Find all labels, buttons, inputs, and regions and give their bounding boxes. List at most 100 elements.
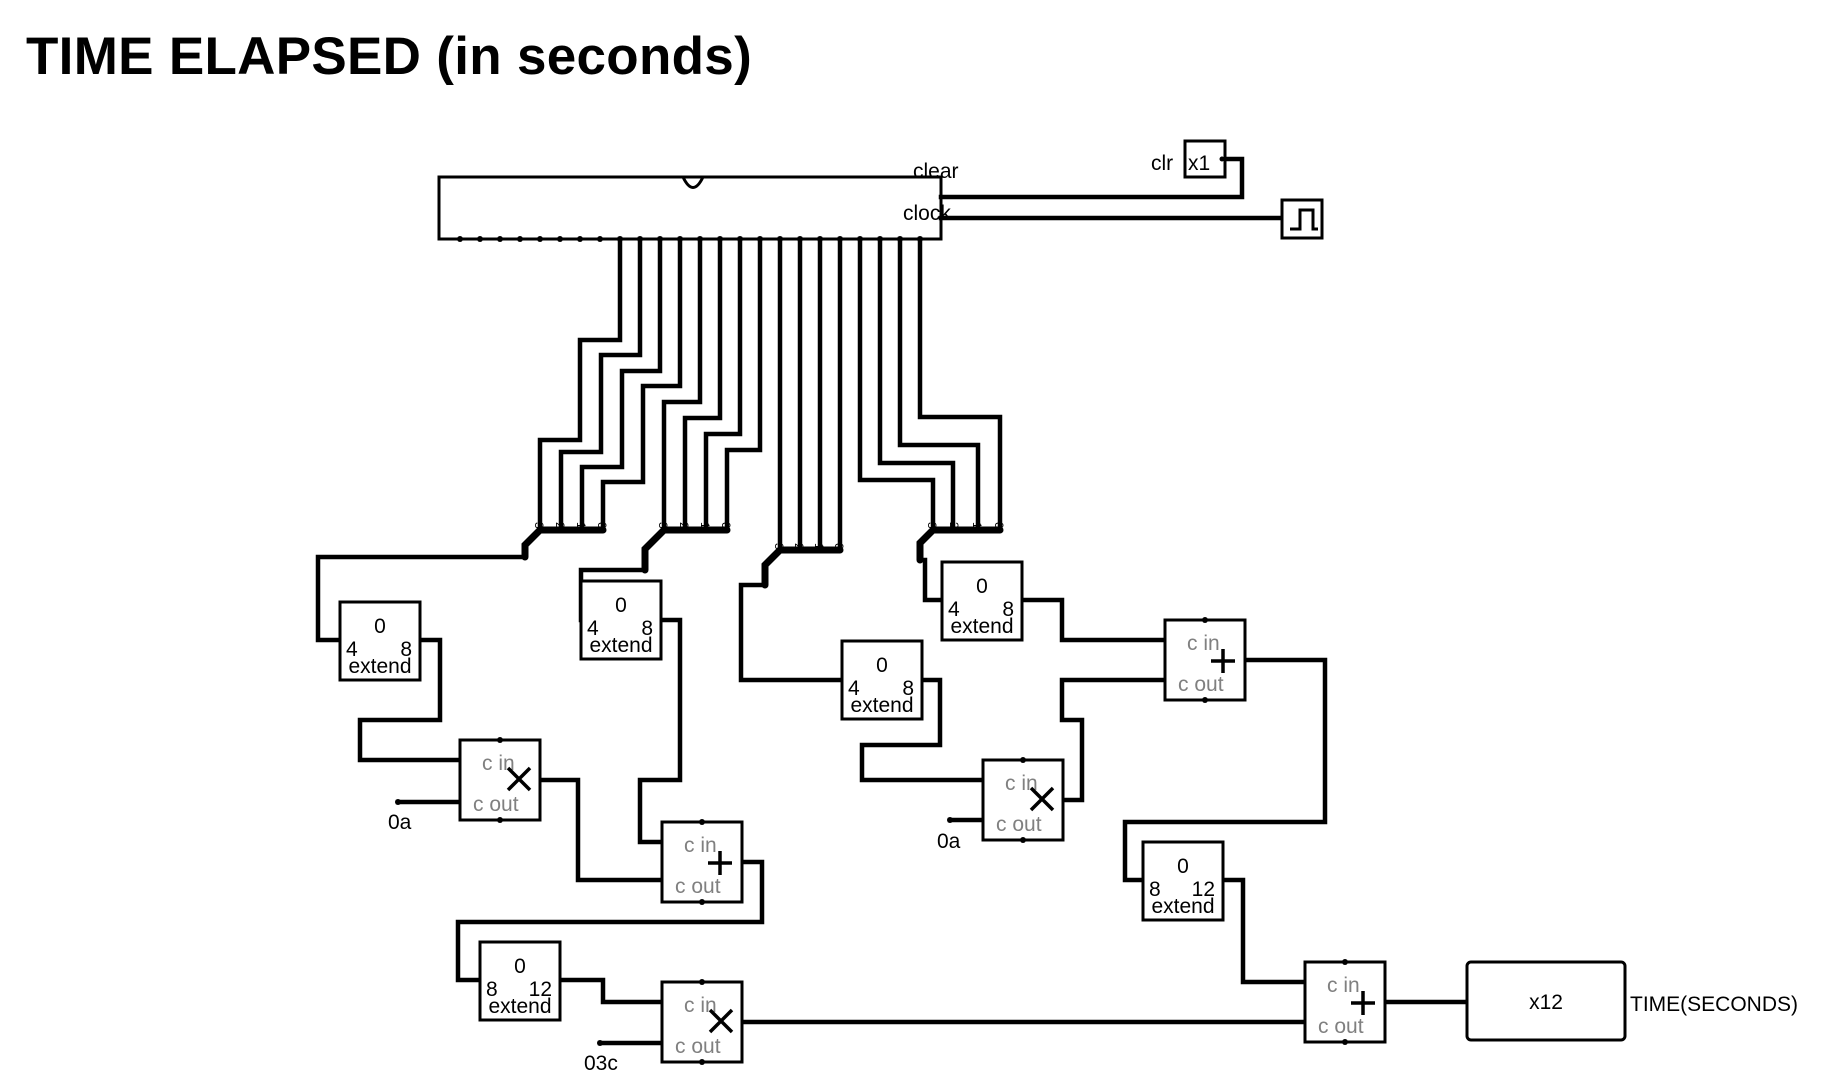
mul2-cin: c in xyxy=(684,994,717,1017)
plus-icon xyxy=(1211,649,1235,673)
ext3-label: extend xyxy=(850,694,913,717)
multiply-icon xyxy=(708,1008,734,1034)
wire-ext1-to-mul1 xyxy=(357,637,463,763)
mul2-cout: c out xyxy=(675,1035,721,1058)
counter-clock-label: clock xyxy=(903,202,951,225)
bit-extender-4[interactable]: 0 4 8 extend xyxy=(940,560,1024,642)
multiplier-3[interactable]: c in c out xyxy=(981,757,1065,843)
multiplier-1[interactable]: c in c out xyxy=(458,737,542,823)
add3-cin: c in xyxy=(1327,974,1360,997)
adder-3[interactable]: c in c out xyxy=(1303,959,1387,1045)
wire-bit-g1-1 xyxy=(579,236,663,528)
bit-extender-5[interactable]: 0 8 12 extend xyxy=(478,940,562,1022)
splitter-4-bit-3: 3 xyxy=(925,522,939,529)
wire-bit-g2-3 xyxy=(661,236,703,528)
splitter-3-bit-0: 0 xyxy=(832,543,846,550)
bit-extender-2[interactable]: 0 4 8 extend xyxy=(579,579,663,661)
output-value: x12 xyxy=(1529,991,1563,1014)
ext4-top: 0 xyxy=(976,575,988,598)
clear-input-value: x1 xyxy=(1188,152,1210,175)
wire-mul3-to-add2 xyxy=(1059,677,1168,803)
wire-ext5-to-mul2 xyxy=(555,977,665,1005)
ext3-out: 8 xyxy=(902,677,914,700)
add1-cout: c out xyxy=(675,875,721,898)
ext1-label: extend xyxy=(348,655,411,678)
wire-bit-g1-3 xyxy=(537,236,623,528)
wire-ext4-to-add2 xyxy=(1019,597,1168,643)
splitter-4-bit-0: 0 xyxy=(992,522,1006,529)
splitter-4-bit-1: 1 xyxy=(970,522,984,529)
clear-input-label: clr xyxy=(1151,152,1173,175)
ext2-label: extend xyxy=(589,634,652,657)
mul1-cout: c out xyxy=(473,793,519,816)
ext1-out: 8 xyxy=(400,638,412,661)
wire-clear xyxy=(938,156,1245,200)
add2-cin: c in xyxy=(1187,632,1220,655)
splitter-1-bit-1: 1 xyxy=(574,522,588,529)
bit-extender-6[interactable]: 0 8 12 extend xyxy=(1141,840,1225,922)
output-display[interactable]: x12 xyxy=(1465,960,1627,1042)
bit-extender-3[interactable]: 0 4 8 extend xyxy=(840,639,924,721)
wire-mul1-to-add1 xyxy=(539,777,665,883)
splitter-3-bit-3: 3 xyxy=(772,543,786,550)
splitter-2-bit-3: 3 xyxy=(656,522,670,529)
multiplier-2[interactable]: c in c out xyxy=(660,979,744,1065)
ext2-out: 8 xyxy=(641,617,653,640)
bit-extender-1[interactable]: 0 4 8 extend xyxy=(338,600,422,682)
splitter-1-bit-0: 0 xyxy=(595,522,609,529)
plus-icon xyxy=(1351,991,1375,1015)
counter-pin xyxy=(477,236,483,242)
constant-1: 0a xyxy=(388,811,412,834)
ext5-top: 0 xyxy=(514,955,526,978)
splitter-4-bit-2: 2 xyxy=(947,522,961,529)
wire-bit-g1-2 xyxy=(558,236,643,528)
splitter-1-bit-2: 2 xyxy=(553,522,567,529)
counter-pin xyxy=(557,236,563,242)
ext3-in: 4 xyxy=(848,677,860,700)
wire-ext2-to-add1 xyxy=(637,617,683,845)
adder-2[interactable]: c in c out xyxy=(1163,617,1247,703)
splitter-2-bit-0: 0 xyxy=(719,522,733,529)
splitter-2[interactable]: 3 2 1 0 xyxy=(641,522,733,574)
splitter-3[interactable]: 3 2 1 0 xyxy=(761,543,846,589)
wire-bit-g2-2 xyxy=(682,236,723,528)
wire-bit-g1-0 xyxy=(600,236,683,528)
splitter-1[interactable]: 3 2 1 0 xyxy=(521,522,609,561)
mul3-cout: c out xyxy=(996,813,1042,836)
wire-bit-g4-1 xyxy=(897,236,981,528)
clock-wave-icon xyxy=(1290,208,1318,231)
clock-source[interactable] xyxy=(1280,198,1324,240)
ext6-in: 8 xyxy=(1149,878,1161,901)
counter-pin xyxy=(597,236,603,242)
constant-2: 0a xyxy=(937,830,961,853)
ext2-top: 0 xyxy=(615,594,627,617)
adder-1[interactable]: c in c out xyxy=(660,819,744,905)
wire-ext3-to-mul3 xyxy=(859,677,986,783)
wire-ext6-to-add3 xyxy=(1218,877,1308,985)
ext3-top: 0 xyxy=(876,654,888,677)
splitter-3-bit-1: 1 xyxy=(812,543,826,550)
splitter-4[interactable]: 3 2 1 0 xyxy=(916,522,1006,564)
ext4-in: 4 xyxy=(948,598,960,621)
ext1-in: 4 xyxy=(346,638,358,661)
counter-pin xyxy=(517,236,523,242)
wire-add1-to-ext5 xyxy=(455,859,765,983)
multiply-icon xyxy=(506,766,532,792)
add2-cout: c out xyxy=(1178,673,1224,696)
splitter-2-bit-1: 1 xyxy=(698,522,712,529)
ext6-label: extend xyxy=(1151,895,1214,918)
constant-3: 03c xyxy=(584,1052,618,1075)
counter-arc-icon xyxy=(681,176,705,189)
ext6-top: 0 xyxy=(1177,855,1189,878)
wire-add2-to-ext6 xyxy=(1122,657,1328,883)
wire-bit-g4-2 xyxy=(877,236,956,528)
add3-cout: c out xyxy=(1318,1015,1364,1038)
wire-split1-to-ext1 xyxy=(315,554,528,643)
page-title: TIME ELAPSED (in seconds) xyxy=(26,27,753,86)
wire-split4-to-ext4 xyxy=(917,557,945,603)
wire-bit-g2-1 xyxy=(703,236,743,528)
counter-block[interactable]: clear clock xyxy=(437,160,959,242)
wire-bit-g4-0 xyxy=(917,236,1003,528)
clear-input[interactable]: x1 xyxy=(1183,139,1227,179)
